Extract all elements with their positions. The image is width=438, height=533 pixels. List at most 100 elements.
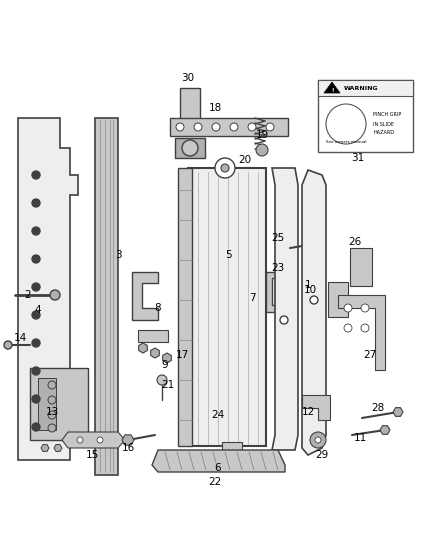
Text: See owners manual: See owners manual <box>326 140 367 144</box>
Circle shape <box>361 324 369 332</box>
Bar <box>138 330 168 342</box>
Circle shape <box>32 339 40 347</box>
Circle shape <box>212 123 220 131</box>
Circle shape <box>48 411 56 419</box>
Circle shape <box>32 395 40 403</box>
Polygon shape <box>41 445 49 451</box>
Text: 17: 17 <box>175 350 189 360</box>
Circle shape <box>48 396 56 404</box>
Text: 16: 16 <box>121 443 134 453</box>
Text: HAZARD: HAZARD <box>373 130 394 134</box>
Text: 8: 8 <box>155 303 161 313</box>
Polygon shape <box>380 426 390 434</box>
Text: 15: 15 <box>85 450 99 460</box>
Polygon shape <box>338 295 385 370</box>
Bar <box>170 118 288 136</box>
Text: PINCH GRIP: PINCH GRIP <box>373 112 401 117</box>
Circle shape <box>230 123 238 131</box>
Circle shape <box>50 290 60 300</box>
Circle shape <box>344 324 352 332</box>
Circle shape <box>215 158 235 178</box>
Circle shape <box>32 423 40 431</box>
Circle shape <box>32 367 40 375</box>
Text: 24: 24 <box>212 410 225 420</box>
Circle shape <box>32 227 40 235</box>
Polygon shape <box>393 408 403 416</box>
Polygon shape <box>139 343 147 353</box>
Polygon shape <box>162 353 171 363</box>
Bar <box>318 80 413 96</box>
Text: 30: 30 <box>181 73 194 83</box>
Bar <box>180 88 200 120</box>
Text: WARNING: WARNING <box>344 85 378 91</box>
Circle shape <box>361 304 369 312</box>
Polygon shape <box>18 118 78 460</box>
Polygon shape <box>132 272 158 320</box>
Polygon shape <box>122 435 134 445</box>
Text: 23: 23 <box>272 263 285 273</box>
Text: 10: 10 <box>304 285 317 295</box>
Circle shape <box>310 296 318 304</box>
Circle shape <box>32 255 40 263</box>
Text: 12: 12 <box>301 407 314 417</box>
Polygon shape <box>151 348 159 358</box>
Text: 21: 21 <box>161 380 175 390</box>
Circle shape <box>248 123 256 131</box>
Bar <box>318 80 413 152</box>
Polygon shape <box>272 168 298 450</box>
Circle shape <box>32 311 40 319</box>
Circle shape <box>326 104 366 144</box>
Circle shape <box>32 283 40 291</box>
Text: !: ! <box>331 88 333 93</box>
Text: 4: 4 <box>35 305 41 315</box>
Text: 29: 29 <box>315 450 328 460</box>
Polygon shape <box>324 82 340 93</box>
Text: 25: 25 <box>272 233 285 243</box>
Text: 2: 2 <box>25 290 31 300</box>
Circle shape <box>221 164 229 172</box>
Circle shape <box>280 316 288 324</box>
Polygon shape <box>302 170 326 455</box>
Circle shape <box>77 437 83 443</box>
Bar <box>178 168 192 446</box>
Text: 28: 28 <box>371 403 385 413</box>
Circle shape <box>256 144 268 156</box>
Text: 1: 1 <box>305 280 311 290</box>
Circle shape <box>32 199 40 207</box>
Circle shape <box>344 304 352 312</box>
Text: 3: 3 <box>115 250 121 260</box>
Bar <box>95 118 118 475</box>
Text: 9: 9 <box>162 360 168 370</box>
Bar <box>350 248 372 286</box>
Circle shape <box>32 171 40 179</box>
Text: 11: 11 <box>353 433 367 443</box>
Polygon shape <box>152 450 285 472</box>
Text: 6: 6 <box>215 463 221 473</box>
Text: 22: 22 <box>208 477 222 487</box>
Text: 5: 5 <box>225 250 231 260</box>
Polygon shape <box>266 272 278 312</box>
Circle shape <box>157 375 167 385</box>
Bar <box>188 168 266 446</box>
Polygon shape <box>54 445 62 451</box>
Text: 14: 14 <box>14 333 27 343</box>
Polygon shape <box>302 395 330 420</box>
Circle shape <box>182 140 198 156</box>
Bar <box>328 282 348 317</box>
Circle shape <box>48 424 56 432</box>
Bar <box>175 138 205 158</box>
Circle shape <box>194 123 202 131</box>
Text: 19: 19 <box>255 130 268 140</box>
Text: 13: 13 <box>46 407 59 417</box>
Circle shape <box>310 432 326 448</box>
Circle shape <box>48 381 56 389</box>
Bar <box>38 378 56 430</box>
Text: 7: 7 <box>249 293 255 303</box>
Circle shape <box>176 123 184 131</box>
Circle shape <box>266 123 274 131</box>
Circle shape <box>315 437 321 443</box>
Bar <box>30 368 88 440</box>
Polygon shape <box>222 442 242 465</box>
Text: 20: 20 <box>238 155 251 165</box>
Text: 31: 31 <box>351 153 364 163</box>
